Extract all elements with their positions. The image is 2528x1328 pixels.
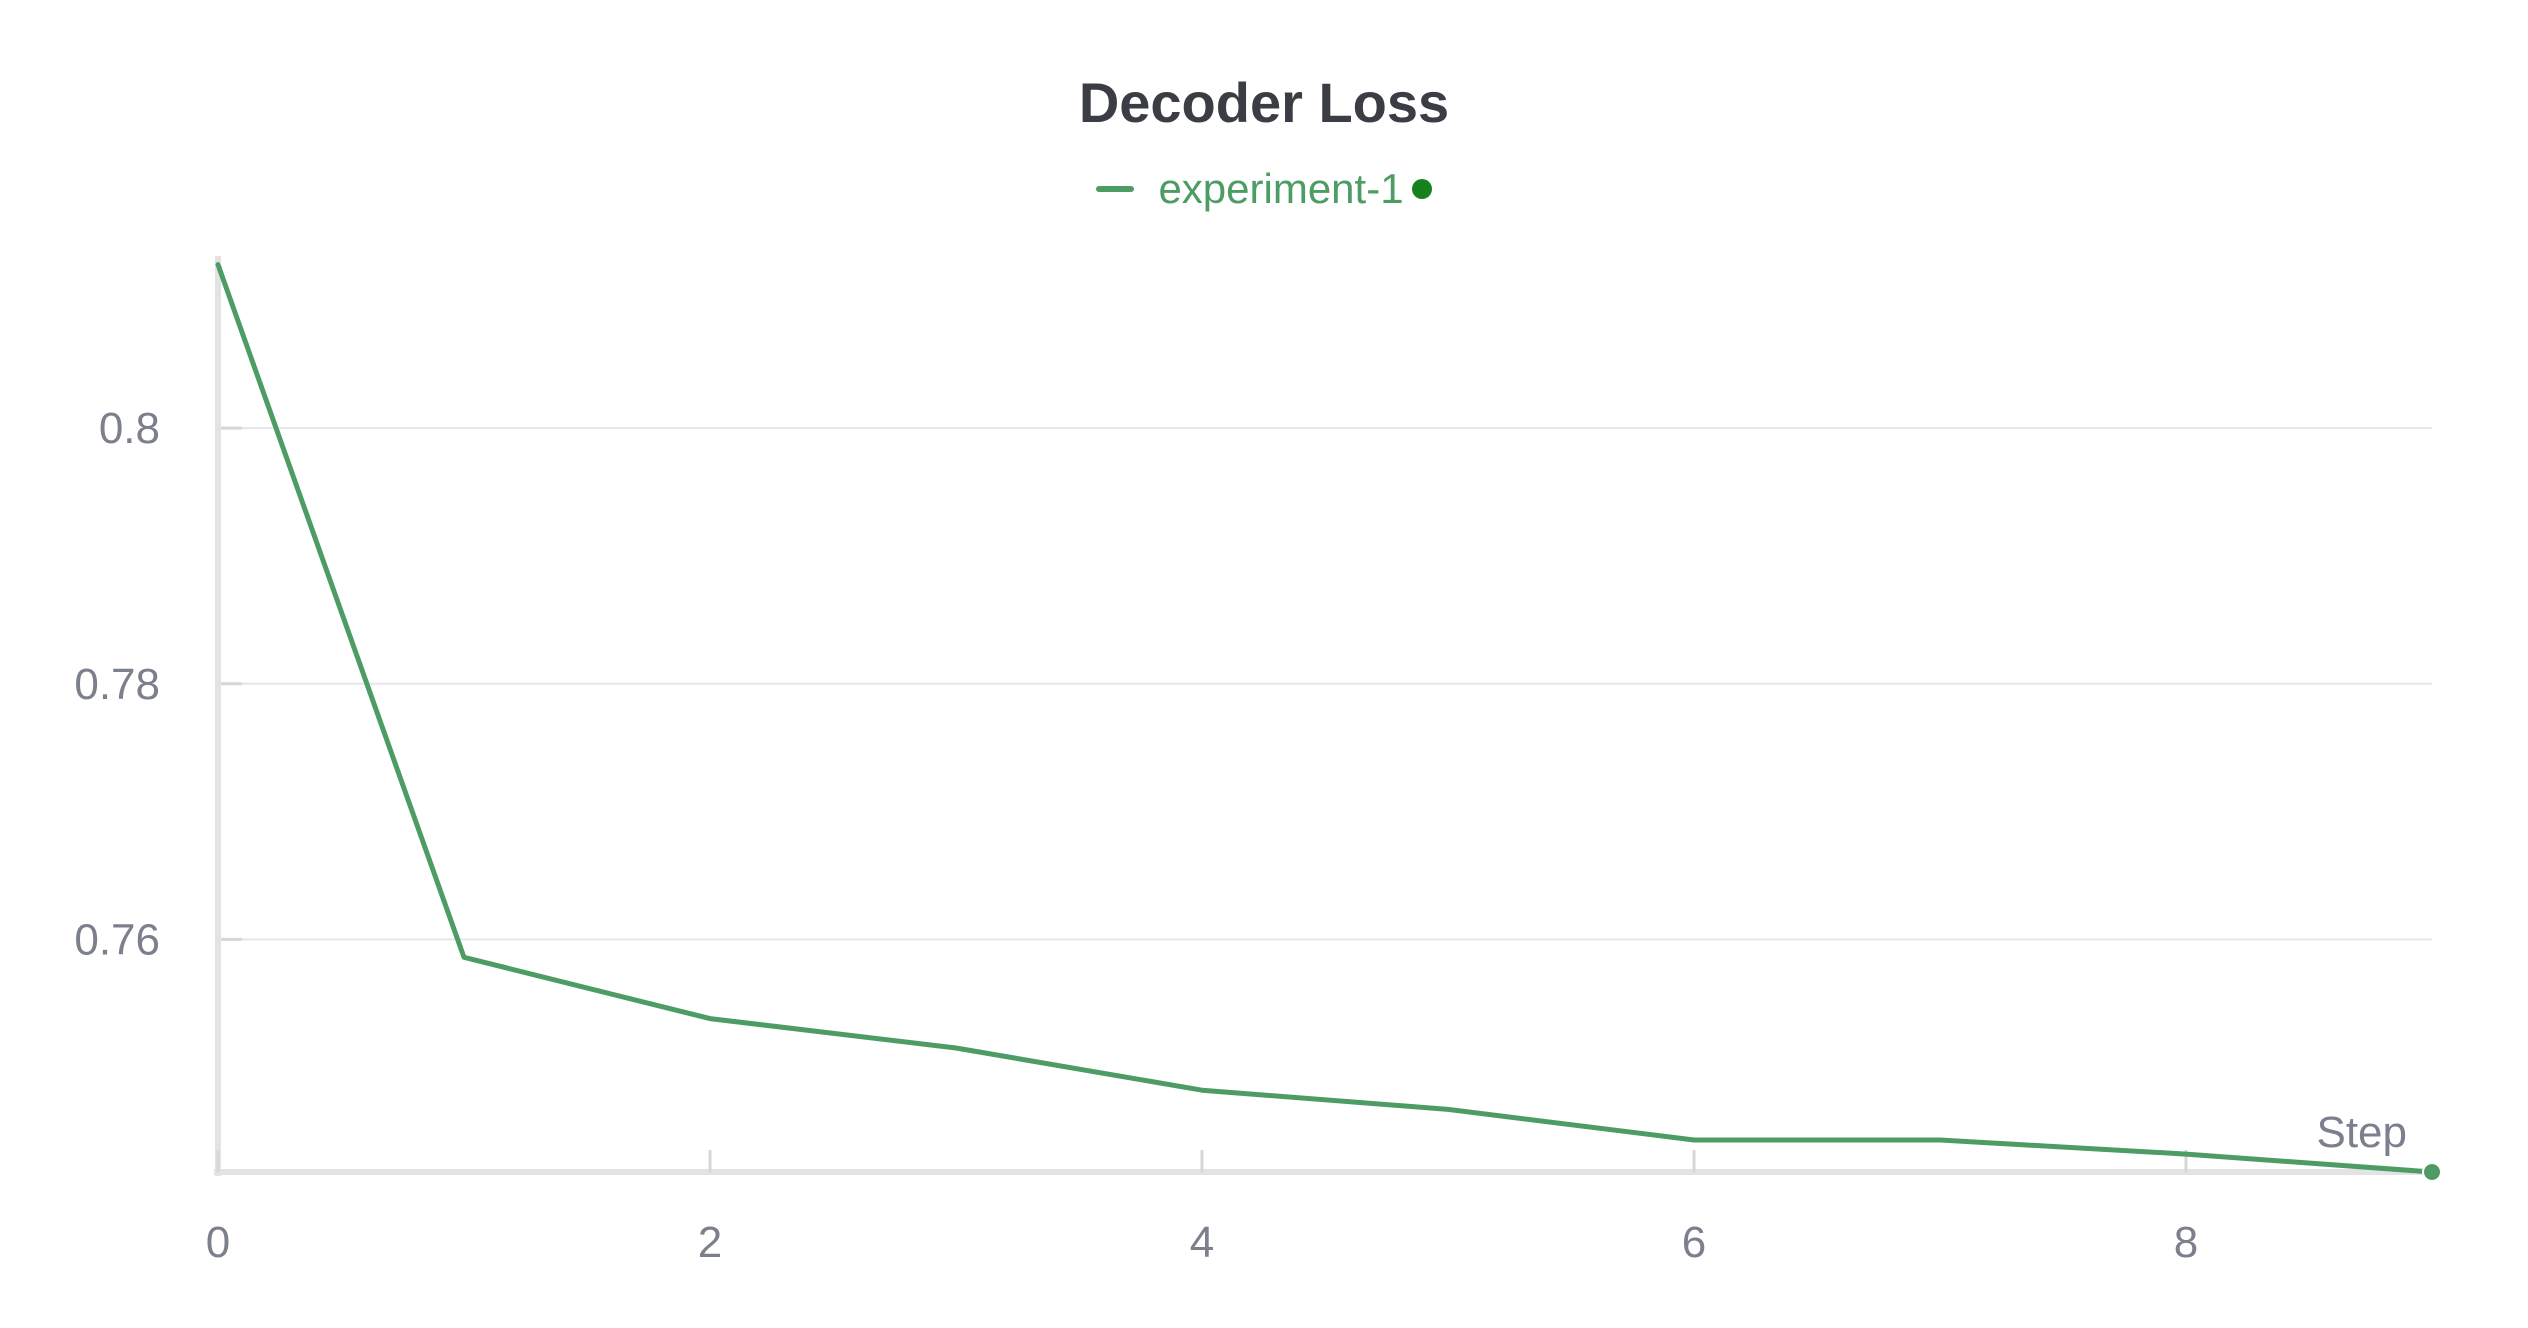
legend-label[interactable]: experiment-1 (1158, 165, 1404, 212)
series-last-point (2422, 1162, 2442, 1182)
legend-swatch (1096, 186, 1135, 192)
x-tick-label: 6 (1682, 1218, 1706, 1267)
y-tick-label: 0.8 (99, 404, 160, 453)
x-tick-label: 0 (206, 1218, 230, 1267)
y-tick-label: 0.76 (74, 915, 160, 964)
legend-status-dot (1411, 179, 1432, 199)
x-tick-label: 4 (1190, 1218, 1214, 1267)
x-tick-label: 8 (2174, 1218, 2198, 1267)
x-axis-label: Step (2316, 1108, 2407, 1157)
legend[interactable]: experiment-1 (0, 165, 2528, 213)
series-line-experiment-1 (215, 262, 2435, 1175)
chart-title: Decoder Loss (1078, 71, 1450, 134)
x-tick-label: 2 (698, 1218, 722, 1267)
y-tick-label: 0.78 (74, 660, 160, 709)
